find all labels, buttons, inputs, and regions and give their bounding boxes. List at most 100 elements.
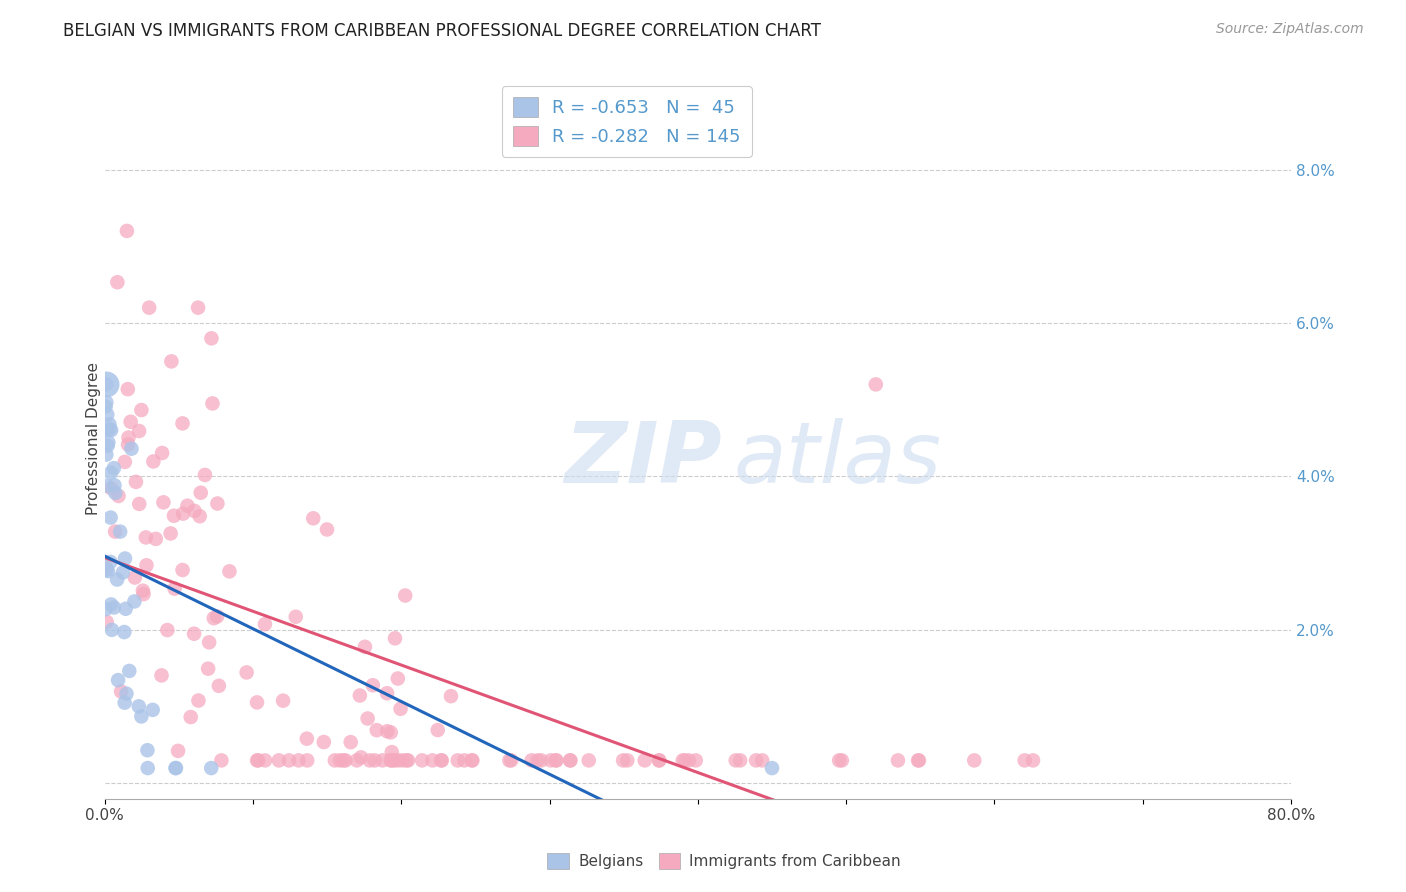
Point <box>200 761 222 775</box>
Point <box>1022 753 1045 767</box>
Point <box>135 531 157 545</box>
Point <box>112 625 135 640</box>
Point <box>97 435 120 450</box>
Point <box>498 753 520 767</box>
Point <box>728 753 751 767</box>
Text: ZIP: ZIP <box>564 418 721 501</box>
Point <box>295 731 318 746</box>
Point <box>100 466 122 480</box>
Point <box>332 753 354 767</box>
Point <box>387 753 409 767</box>
Point <box>254 753 277 767</box>
Point <box>128 699 150 714</box>
Point <box>501 753 523 767</box>
Point <box>312 735 335 749</box>
Point <box>316 523 339 537</box>
Point <box>530 753 553 767</box>
Point <box>381 745 404 759</box>
Point <box>1014 753 1036 767</box>
Point <box>117 437 139 451</box>
Point <box>648 753 671 767</box>
Point <box>104 486 127 500</box>
Point <box>159 526 181 541</box>
Point <box>100 423 122 437</box>
Text: BELGIAN VS IMMIGRANTS FROM CARIBBEAN PROFESSIONAL DEGREE CORRELATION CHART: BELGIAN VS IMMIGRANTS FROM CARIBBEAN PRO… <box>63 22 821 40</box>
Point <box>120 415 142 429</box>
Point <box>295 753 318 767</box>
Point <box>180 710 202 724</box>
Point <box>131 709 153 723</box>
Point <box>103 478 125 492</box>
Point <box>96 395 118 409</box>
Point <box>339 735 361 749</box>
Point <box>235 665 257 680</box>
Text: Source: ZipAtlas.com: Source: ZipAtlas.com <box>1216 22 1364 37</box>
Point <box>612 753 634 767</box>
Point <box>302 511 325 525</box>
Point <box>354 640 377 654</box>
Y-axis label: Professional Degree: Professional Degree <box>86 361 101 515</box>
Point <box>634 753 657 767</box>
Point <box>165 761 187 775</box>
Point <box>117 431 139 445</box>
Point <box>100 510 122 524</box>
Point <box>114 601 136 615</box>
Point <box>375 686 398 700</box>
Point <box>440 689 463 703</box>
Point <box>381 753 404 767</box>
Point <box>284 609 307 624</box>
Point <box>96 448 118 462</box>
Point <box>391 753 413 767</box>
Point <box>124 594 146 608</box>
Point <box>94 400 117 414</box>
Point <box>394 589 416 603</box>
Point <box>114 455 136 469</box>
Point <box>329 753 352 767</box>
Point <box>426 723 449 737</box>
Point <box>380 753 402 767</box>
Point <box>198 635 221 649</box>
Point <box>167 744 190 758</box>
Point <box>673 753 696 767</box>
Point <box>246 695 269 709</box>
Point <box>197 662 219 676</box>
Point <box>349 689 371 703</box>
Point <box>201 396 224 410</box>
Point <box>356 712 378 726</box>
Point <box>150 668 173 682</box>
Point <box>761 761 783 775</box>
Point <box>520 753 543 767</box>
Point <box>422 753 444 767</box>
Point <box>831 753 853 767</box>
Point <box>387 672 409 686</box>
Point <box>278 753 301 767</box>
Point <box>540 753 562 767</box>
Point <box>142 454 165 468</box>
Point <box>430 753 453 767</box>
Point <box>194 467 217 482</box>
Point <box>205 609 228 624</box>
Point <box>678 753 700 767</box>
Point <box>253 617 276 632</box>
Point <box>187 693 209 707</box>
Point <box>97 564 120 578</box>
Point <box>724 753 747 767</box>
Point <box>208 679 231 693</box>
Point <box>346 753 368 767</box>
Point <box>163 582 186 596</box>
Point <box>132 583 155 598</box>
Point <box>128 424 150 438</box>
Point <box>247 753 270 767</box>
Point <box>115 687 138 701</box>
Point <box>672 753 695 767</box>
Point <box>384 632 406 646</box>
Point <box>751 753 773 767</box>
Point <box>375 724 398 739</box>
Point <box>117 382 139 396</box>
Point <box>114 696 136 710</box>
Point <box>100 598 122 612</box>
Point <box>183 504 205 518</box>
Text: atlas: atlas <box>734 418 942 501</box>
Point <box>745 753 768 767</box>
Point <box>350 750 373 764</box>
